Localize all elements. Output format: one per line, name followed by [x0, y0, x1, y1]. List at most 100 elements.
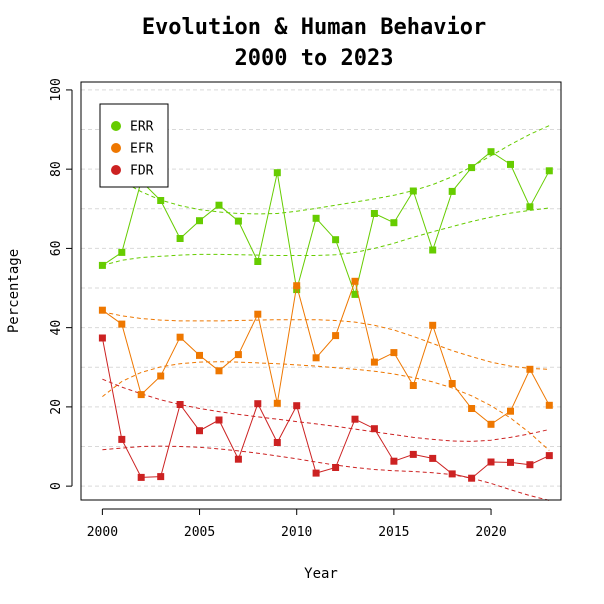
data-point-err — [254, 258, 262, 265]
data-point-fdr — [448, 470, 456, 478]
y-tick-label: 80 — [49, 161, 64, 177]
data-point-err — [545, 167, 553, 175]
x-axis: 2000 2005 2010 2015 2020 — [87, 508, 507, 540]
data-point-efr — [429, 321, 437, 329]
data-point-efr — [196, 351, 203, 359]
data-point-fdr — [98, 334, 106, 342]
data-point-fdr — [409, 450, 417, 458]
data-point-fdr — [370, 425, 378, 433]
data-point-err — [157, 197, 165, 204]
y-axis: 0 20 40 60 80 100 — [49, 78, 73, 490]
legend-marker-err — [111, 121, 121, 131]
data-point-fdr — [332, 464, 340, 471]
data-point-efr — [351, 277, 359, 285]
data-point-efr — [273, 399, 281, 407]
data-point-efr — [409, 382, 417, 389]
y-tick-label: 40 — [49, 320, 64, 336]
data-point-err — [98, 261, 106, 269]
data-point-efr — [487, 420, 495, 428]
data-point-fdr — [487, 458, 495, 466]
x-tick-label: 2000 — [87, 525, 118, 540]
data-point-fdr — [429, 454, 437, 462]
legend-label-err: ERR — [130, 120, 154, 135]
data-point-efr — [545, 401, 553, 409]
series-fdr — [98, 334, 553, 482]
data-point-efr — [137, 391, 145, 399]
legend-label-efr: EFR — [130, 142, 154, 157]
plot-frame — [80, 81, 562, 501]
data-series — [98, 148, 553, 482]
legend-marker-efr — [111, 143, 121, 153]
y-tick-label: 60 — [49, 241, 64, 257]
y-tick-label: 20 — [49, 399, 64, 415]
data-point-efr — [332, 332, 340, 340]
data-point-fdr — [293, 402, 301, 410]
data-point-efr — [507, 407, 514, 415]
trend-band-err-lower — [102, 207, 550, 266]
data-point-efr — [448, 380, 456, 387]
data-point-fdr — [118, 435, 126, 443]
data-point-err — [176, 235, 184, 242]
x-axis-title: Year — [304, 566, 338, 582]
data-point-err — [409, 187, 417, 195]
data-point-err — [429, 246, 437, 254]
data-point-err — [312, 214, 320, 222]
data-point-err — [507, 160, 514, 168]
series-err — [98, 148, 553, 298]
data-point-efr — [390, 349, 398, 357]
data-point-fdr — [196, 427, 203, 435]
data-point-err — [196, 217, 203, 225]
data-point-efr — [234, 351, 242, 359]
data-point-fdr — [545, 452, 553, 460]
data-point-efr — [254, 310, 262, 318]
data-point-efr — [98, 306, 106, 314]
legend: ERR EFR FDR — [99, 103, 169, 188]
x-tick-label: 2010 — [281, 525, 312, 540]
legend-label-fdr: FDR — [130, 164, 154, 179]
data-point-err — [370, 210, 378, 217]
data-point-fdr — [234, 455, 242, 463]
data-point-fdr — [273, 439, 281, 446]
trend-band-efr-upper — [102, 311, 550, 370]
data-point-fdr — [507, 458, 514, 466]
data-point-fdr — [176, 401, 184, 408]
y-tick-label: 0 — [49, 482, 64, 490]
data-point-err — [273, 169, 281, 177]
x-tick-label: 2005 — [184, 525, 215, 540]
y-tick-label: 100 — [49, 78, 64, 101]
data-point-fdr — [254, 400, 262, 408]
data-point-err — [215, 201, 223, 209]
data-point-fdr — [137, 473, 145, 481]
data-point-efr — [157, 372, 165, 380]
data-point-err — [448, 187, 456, 195]
legend-marker-fdr — [111, 165, 121, 175]
trend-band-efr-lower — [102, 361, 550, 451]
data-point-fdr — [390, 457, 398, 465]
data-point-efr — [293, 282, 301, 290]
data-point-efr — [526, 365, 534, 373]
legend-box — [99, 103, 169, 188]
data-point-err — [526, 203, 534, 211]
data-point-err — [234, 217, 242, 225]
data-point-efr — [176, 333, 184, 341]
data-point-fdr — [526, 461, 534, 469]
data-point-fdr — [157, 473, 165, 481]
data-point-err — [487, 148, 495, 156]
data-point-err — [118, 248, 126, 256]
data-point-efr — [312, 354, 320, 362]
x-tick-label: 2015 — [378, 525, 409, 540]
data-point-err — [293, 286, 301, 294]
chart-title: Evolution & Human Behavior — [142, 15, 486, 40]
data-point-fdr — [351, 415, 359, 423]
x-tick-label: 2020 — [475, 525, 506, 540]
y-axis-title: Percentage — [6, 249, 22, 333]
data-point-err — [390, 219, 398, 227]
data-point-fdr — [215, 416, 223, 424]
data-point-err — [468, 164, 476, 172]
data-point-fdr — [468, 474, 476, 482]
data-point-err — [351, 290, 359, 298]
data-point-efr — [468, 405, 476, 412]
series-efr — [98, 277, 553, 428]
chart-subtitle: 2000 to 2023 — [235, 46, 394, 71]
